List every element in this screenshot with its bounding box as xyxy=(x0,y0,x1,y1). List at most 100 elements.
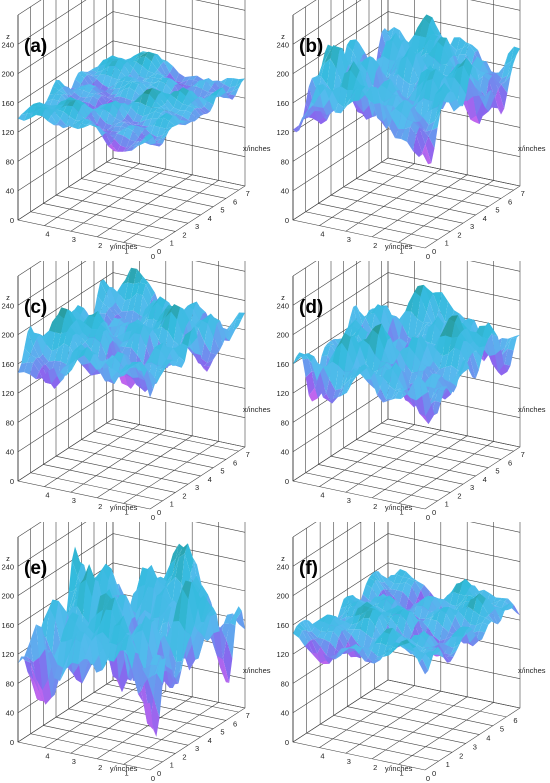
surface-cell xyxy=(96,64,106,73)
surface-cell xyxy=(114,615,124,627)
z-tick-label: 40 xyxy=(6,448,14,457)
surface-cell xyxy=(127,107,137,122)
surface-cell xyxy=(48,105,58,109)
surface-cell xyxy=(106,100,116,105)
y-gridline xyxy=(149,522,246,771)
surface-cell xyxy=(114,351,124,364)
surface-cell xyxy=(401,126,411,142)
y-tick-label: 0 xyxy=(151,513,155,522)
surface-cell xyxy=(84,124,94,128)
y-gridline xyxy=(123,0,219,243)
panel-label: (e) xyxy=(24,558,47,579)
surface-cell xyxy=(429,374,439,389)
surface-cell xyxy=(383,398,393,403)
z-tick-label: 0 xyxy=(285,477,289,486)
surface-cell xyxy=(380,595,390,602)
surface-cell xyxy=(483,61,493,74)
z-tick-label: 0 xyxy=(10,738,14,747)
surface-cell xyxy=(99,568,109,600)
surface-cell xyxy=(69,349,79,365)
surface-cell xyxy=(96,126,106,137)
surface-cell xyxy=(100,279,110,294)
x-tick-label: 7 xyxy=(246,450,250,459)
surface-cell xyxy=(193,301,203,321)
surface-cell xyxy=(449,606,459,617)
surface-cell xyxy=(466,356,476,379)
surface-cell xyxy=(69,106,79,121)
surface-cell xyxy=(350,646,360,652)
surface-cell xyxy=(438,375,448,388)
z-tick-label: 120 xyxy=(1,128,14,137)
surface-cell xyxy=(124,101,134,108)
surface-cell xyxy=(39,648,49,691)
surface-cell xyxy=(163,342,173,354)
surface-cell xyxy=(96,369,106,382)
surface-cell xyxy=(438,642,448,654)
surface-cell xyxy=(45,107,55,116)
surface-cell xyxy=(176,621,186,663)
surface-cell xyxy=(380,377,390,400)
surface-cell xyxy=(172,343,182,357)
x-tick-label: 6 xyxy=(233,458,237,467)
surface-cell xyxy=(469,635,479,647)
surface-cell xyxy=(196,301,206,314)
y-tick-label: 2 xyxy=(98,241,102,250)
surface-cell xyxy=(133,293,143,315)
surface-cell xyxy=(408,86,418,102)
surface-cell xyxy=(314,94,324,108)
surface-cell xyxy=(372,626,382,640)
surface-cell xyxy=(127,626,137,638)
surface-cell xyxy=(468,585,478,598)
surface-cell xyxy=(498,597,508,602)
z-axis-title: z xyxy=(6,554,10,563)
surface-cell xyxy=(417,69,427,87)
surface-cell xyxy=(166,558,176,582)
surface-cell xyxy=(445,632,455,640)
y-gridline xyxy=(149,0,246,249)
surface-cell xyxy=(407,126,417,152)
surface-cell xyxy=(177,307,187,337)
surface-cell xyxy=(196,80,206,90)
surface-cell xyxy=(410,397,420,414)
surface-cell xyxy=(118,121,128,123)
surface-cell xyxy=(30,346,40,359)
surface-cell xyxy=(93,70,103,76)
y-gridline xyxy=(424,0,521,249)
surface-cell xyxy=(407,109,417,123)
surface-cell xyxy=(120,615,130,634)
surface-cell xyxy=(226,86,236,93)
surface-cell xyxy=(417,324,427,342)
z-tick-label: 240 xyxy=(1,562,14,571)
surface-cell xyxy=(118,373,128,386)
y-tick-label: 0 xyxy=(426,252,430,261)
surface-plot-e: 040801201602002400123401234567zy/inchesx… xyxy=(1,522,271,783)
surface-cell xyxy=(381,323,391,340)
surface-cell xyxy=(33,106,43,113)
surface-cell xyxy=(104,96,114,100)
surface-cell xyxy=(349,326,359,339)
surface-cell xyxy=(463,57,473,78)
z-tick-label: 200 xyxy=(276,592,289,601)
surface xyxy=(18,51,245,152)
surface-cell xyxy=(159,595,169,618)
surface-cell xyxy=(429,635,439,647)
surface-cell xyxy=(392,388,402,399)
surface-cell xyxy=(450,37,460,51)
surface-cell xyxy=(117,325,127,339)
surface-cell xyxy=(317,631,327,640)
surface-cell xyxy=(169,116,179,126)
x-tick-label: 0 xyxy=(157,247,161,256)
z-tick-label: 200 xyxy=(1,70,14,79)
surface-cell xyxy=(323,653,333,661)
surface-cell xyxy=(145,615,155,623)
surface-cell xyxy=(428,127,438,149)
surface-cell xyxy=(42,678,52,705)
surface-cell xyxy=(299,630,309,647)
surface-cell xyxy=(430,609,440,621)
surface-cell xyxy=(389,57,399,77)
surface-cell xyxy=(482,325,492,339)
x-axis-title: x/inches xyxy=(518,666,546,675)
z-axis-title: z xyxy=(281,293,285,302)
surface-cell xyxy=(167,311,177,341)
